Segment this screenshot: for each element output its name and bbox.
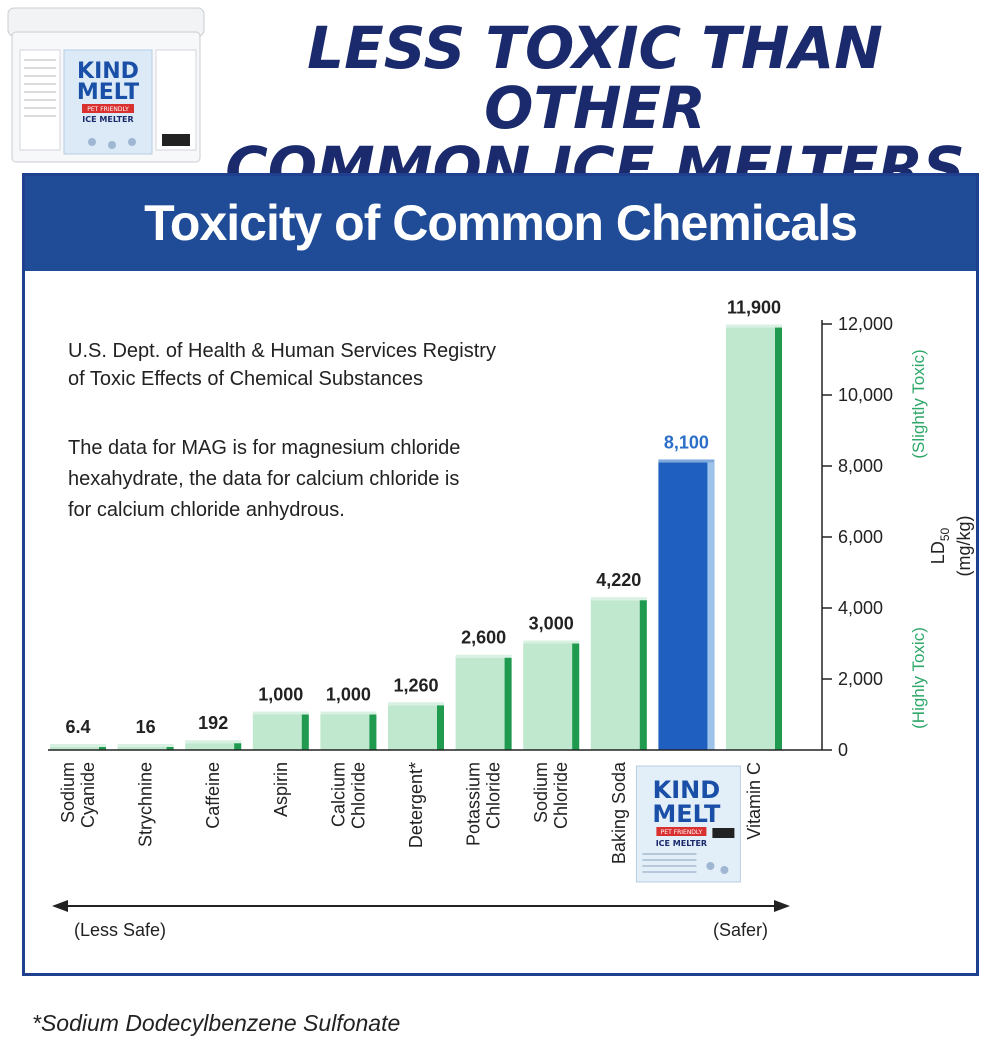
- bar-side-4: [369, 714, 377, 750]
- category-label-2-0: Caffeine: [203, 762, 223, 829]
- category-label-6-0: Potassium: [464, 762, 484, 846]
- bar-0: [50, 747, 106, 750]
- headline-line1: LESS TOXIC THAN OTHER: [307, 14, 883, 142]
- category-label-0-0: Sodium: [58, 762, 78, 823]
- footnote: *Sodium Dodecylbenzene Sulfonate: [32, 1010, 401, 1036]
- category-label-4-0: Calcium: [328, 762, 348, 827]
- bar-side-3: [301, 714, 309, 750]
- bar-side-7: [572, 643, 580, 750]
- data-note-line3: for calcium chloride anhydrous.: [68, 499, 345, 521]
- safety-arrow-left-head: [52, 900, 68, 912]
- y-tick-label-6: 12,000: [838, 314, 893, 334]
- bar-side-0: [99, 747, 106, 750]
- category-label-6-1: Chloride: [484, 762, 504, 829]
- category-label-5-0: Detergent*: [406, 762, 426, 848]
- value-label-2: 192: [198, 713, 228, 733]
- category-label-4-1: Chloride: [348, 762, 368, 829]
- arrow-right-label: (Safer): [713, 920, 768, 940]
- bar-top-3: [252, 711, 309, 715]
- bar-side-5: [437, 705, 444, 750]
- value-label-4: 1,000: [326, 685, 371, 705]
- category-label-3-0: Aspirin: [271, 762, 291, 817]
- bar-5: [388, 705, 444, 750]
- value-label-8: 4,220: [596, 570, 641, 590]
- value-label-10: 11,900: [727, 298, 781, 318]
- bar-top-0: [50, 744, 106, 747]
- data-note: The data for MAG is for magnesium chlori…: [68, 433, 588, 526]
- product-bucket-image: KIND MELT PET FRIENDLY ICE MELTER: [7, 7, 205, 163]
- value-label-7: 3,000: [529, 614, 574, 634]
- bar-2: [185, 743, 242, 750]
- value-label-0: 6.4: [65, 717, 90, 737]
- arrow-left-label: (Less Safe): [74, 920, 166, 940]
- bar-side-2: [234, 743, 242, 750]
- bar-side-9: [707, 462, 715, 750]
- value-label-3: 1,000: [258, 685, 303, 705]
- source-note: U.S. Dept. of Health & Human Services Re…: [68, 337, 588, 393]
- bar-side-8: [639, 600, 647, 750]
- svg-text:ICE MELTER: ICE MELTER: [656, 839, 707, 848]
- bucket-brand-line1: KIND: [77, 59, 139, 84]
- scale-low-label: (Highly Toxic): [909, 627, 928, 729]
- bar-10: [726, 327, 782, 750]
- bar-8: [590, 600, 647, 750]
- category-label-8-0: Baking Soda: [609, 761, 629, 864]
- bar-top-7: [523, 640, 580, 644]
- svg-text:PET FRIENDLY: PET FRIENDLY: [661, 829, 703, 836]
- y-tick-label-0: 0: [838, 740, 848, 760]
- bar-7: [523, 643, 580, 750]
- bar-6: [455, 657, 512, 750]
- category-label-10-0: Vitamin C: [744, 762, 764, 840]
- bar-side-10: [775, 327, 782, 750]
- y-tick-label-5: 10,000: [838, 385, 893, 405]
- panel-title: Toxicity of Common Chemicals: [25, 176, 976, 271]
- bar-top-2: [185, 740, 242, 744]
- value-label-9: 8,100: [664, 432, 709, 452]
- y-axis-title: LD50: [928, 527, 952, 564]
- category-label-0-1: Cyanide: [78, 762, 98, 828]
- category-label-7-1: Chloride: [551, 762, 571, 829]
- data-note-line2: hexahydrate, the data for calcium chlori…: [68, 468, 460, 490]
- bucket-subtitle: ICE MELTER: [82, 115, 133, 124]
- bar-side-6: [504, 657, 512, 750]
- bar-1: [117, 747, 174, 750]
- svg-text:KIND: KIND: [653, 776, 721, 804]
- y-tick-label-4: 8,000: [838, 456, 883, 476]
- y-tick-label-1: 2,000: [838, 669, 883, 689]
- y-tick-label-2: 4,000: [838, 598, 883, 618]
- data-note-line1: The data for MAG is for magnesium chlori…: [68, 437, 461, 459]
- toxicity-bar-chart: 6.4 16 192 1,000 1,000 1,260 2,600 3,000 4,220 8,…: [48, 298, 974, 940]
- value-label-6: 2,600: [461, 628, 506, 648]
- bucket-brand-line2: MELT: [77, 80, 139, 105]
- bar-9: [658, 462, 715, 750]
- bar-top-1: [117, 744, 174, 747]
- chart-panel: Toxicity of Common Chemicals: [22, 173, 979, 976]
- bar-top-9: [658, 459, 715, 463]
- source-note-line1: U.S. Dept. of Health & Human Services Re…: [68, 340, 496, 362]
- bar-4: [320, 714, 377, 750]
- bar-top-10: [726, 324, 782, 328]
- safety-arrow-right-head: [774, 900, 790, 912]
- bar-side-1: [166, 747, 174, 750]
- category-label-7-0: Sodium: [531, 762, 551, 823]
- source-note-line2: of Toxic Effects of Chemical Substances: [68, 368, 423, 390]
- bar-top-8: [590, 597, 647, 601]
- value-label-1: 16: [136, 717, 156, 737]
- bar-top-5: [388, 702, 444, 706]
- bar-top-6: [455, 654, 512, 658]
- scale-high-label: (Slightly Toxic): [909, 349, 928, 458]
- y-tick-label-3: 6,000: [838, 527, 883, 547]
- bar-top-4: [320, 711, 377, 715]
- bar-3: [252, 714, 309, 750]
- svg-text:MELT: MELT: [652, 800, 721, 828]
- value-label-5: 1,260: [393, 675, 438, 695]
- bucket-tag: PET FRIENDLY: [87, 106, 129, 113]
- category-label-1-0: Strychnine: [136, 762, 156, 847]
- y-axis-unit: (mg/kg): [954, 515, 974, 576]
